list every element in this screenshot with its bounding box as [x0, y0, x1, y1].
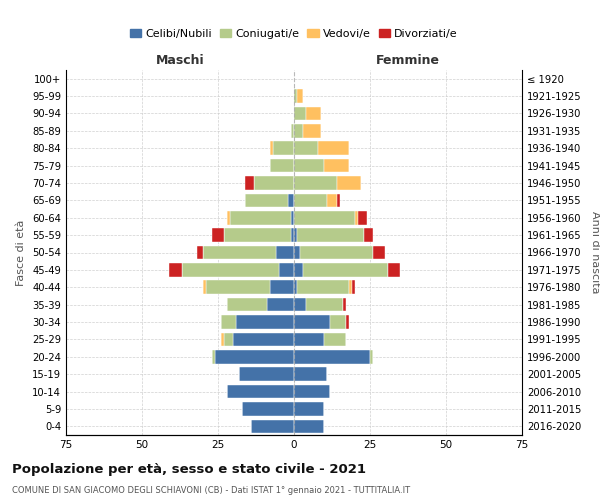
Bar: [343, 298, 346, 312]
Bar: [245, 176, 254, 190]
Bar: [328, 194, 337, 207]
Bar: [337, 194, 340, 207]
Y-axis label: Anni di nascita: Anni di nascita: [590, 211, 599, 294]
Bar: [197, 246, 203, 260]
Bar: [269, 280, 294, 294]
Bar: [355, 211, 358, 224]
Bar: [300, 246, 373, 260]
Bar: [294, 402, 325, 415]
Bar: [227, 298, 266, 312]
Bar: [203, 246, 276, 260]
Bar: [294, 350, 370, 364]
Bar: [294, 263, 303, 276]
Bar: [364, 228, 373, 242]
Y-axis label: Fasce di età: Fasce di età: [16, 220, 26, 286]
Bar: [352, 280, 355, 294]
Bar: [236, 315, 294, 329]
Bar: [303, 124, 322, 138]
Bar: [388, 263, 400, 276]
Bar: [291, 124, 294, 138]
Bar: [294, 90, 297, 103]
Bar: [212, 228, 224, 242]
Text: Maschi: Maschi: [155, 54, 205, 68]
Bar: [203, 280, 206, 294]
Bar: [358, 211, 367, 224]
Bar: [294, 106, 306, 120]
Bar: [227, 385, 294, 398]
Bar: [276, 246, 294, 260]
Bar: [291, 228, 294, 242]
Bar: [325, 159, 349, 172]
Bar: [169, 263, 182, 276]
Text: Popolazione per età, sesso e stato civile - 2021: Popolazione per età, sesso e stato civil…: [12, 462, 366, 475]
Bar: [227, 211, 230, 224]
Bar: [288, 194, 294, 207]
Bar: [303, 263, 388, 276]
Text: COMUNE DI SAN GIACOMO DEGLI SCHIAVONI (CB) - Dati ISTAT 1° gennaio 2021 - TUTTIT: COMUNE DI SAN GIACOMO DEGLI SCHIAVONI (C…: [12, 486, 410, 495]
Bar: [370, 350, 373, 364]
Bar: [294, 280, 297, 294]
Bar: [221, 332, 224, 346]
Bar: [206, 280, 269, 294]
Bar: [294, 420, 325, 433]
Bar: [294, 298, 306, 312]
Bar: [297, 228, 364, 242]
Bar: [269, 159, 294, 172]
Bar: [230, 211, 291, 224]
Bar: [221, 315, 236, 329]
Bar: [294, 315, 331, 329]
Bar: [331, 315, 346, 329]
Text: Femmine: Femmine: [376, 54, 440, 68]
Bar: [291, 211, 294, 224]
Bar: [346, 315, 349, 329]
Bar: [349, 280, 352, 294]
Bar: [294, 332, 325, 346]
Bar: [269, 142, 273, 155]
Bar: [373, 246, 385, 260]
Bar: [325, 332, 346, 346]
Bar: [294, 176, 337, 190]
Bar: [294, 385, 331, 398]
Bar: [294, 228, 297, 242]
Bar: [251, 420, 294, 433]
Bar: [233, 332, 294, 346]
Bar: [294, 368, 328, 381]
Legend: Celibi/Nubili, Coniugati/e, Vedovi/e, Divorziati/e: Celibi/Nubili, Coniugati/e, Vedovi/e, Di…: [126, 24, 462, 44]
Bar: [266, 298, 294, 312]
Bar: [279, 263, 294, 276]
Bar: [297, 280, 349, 294]
Bar: [224, 332, 233, 346]
Bar: [215, 350, 294, 364]
Bar: [245, 194, 288, 207]
Bar: [294, 159, 325, 172]
Bar: [224, 228, 291, 242]
Bar: [242, 402, 294, 415]
Bar: [212, 350, 215, 364]
Bar: [306, 298, 343, 312]
Bar: [319, 142, 349, 155]
Bar: [294, 194, 328, 207]
Bar: [294, 142, 319, 155]
Bar: [306, 106, 322, 120]
Bar: [294, 211, 355, 224]
Bar: [239, 368, 294, 381]
Bar: [254, 176, 294, 190]
Bar: [273, 142, 294, 155]
Bar: [337, 176, 361, 190]
Bar: [294, 124, 303, 138]
Bar: [297, 90, 303, 103]
Bar: [294, 246, 300, 260]
Bar: [182, 263, 279, 276]
